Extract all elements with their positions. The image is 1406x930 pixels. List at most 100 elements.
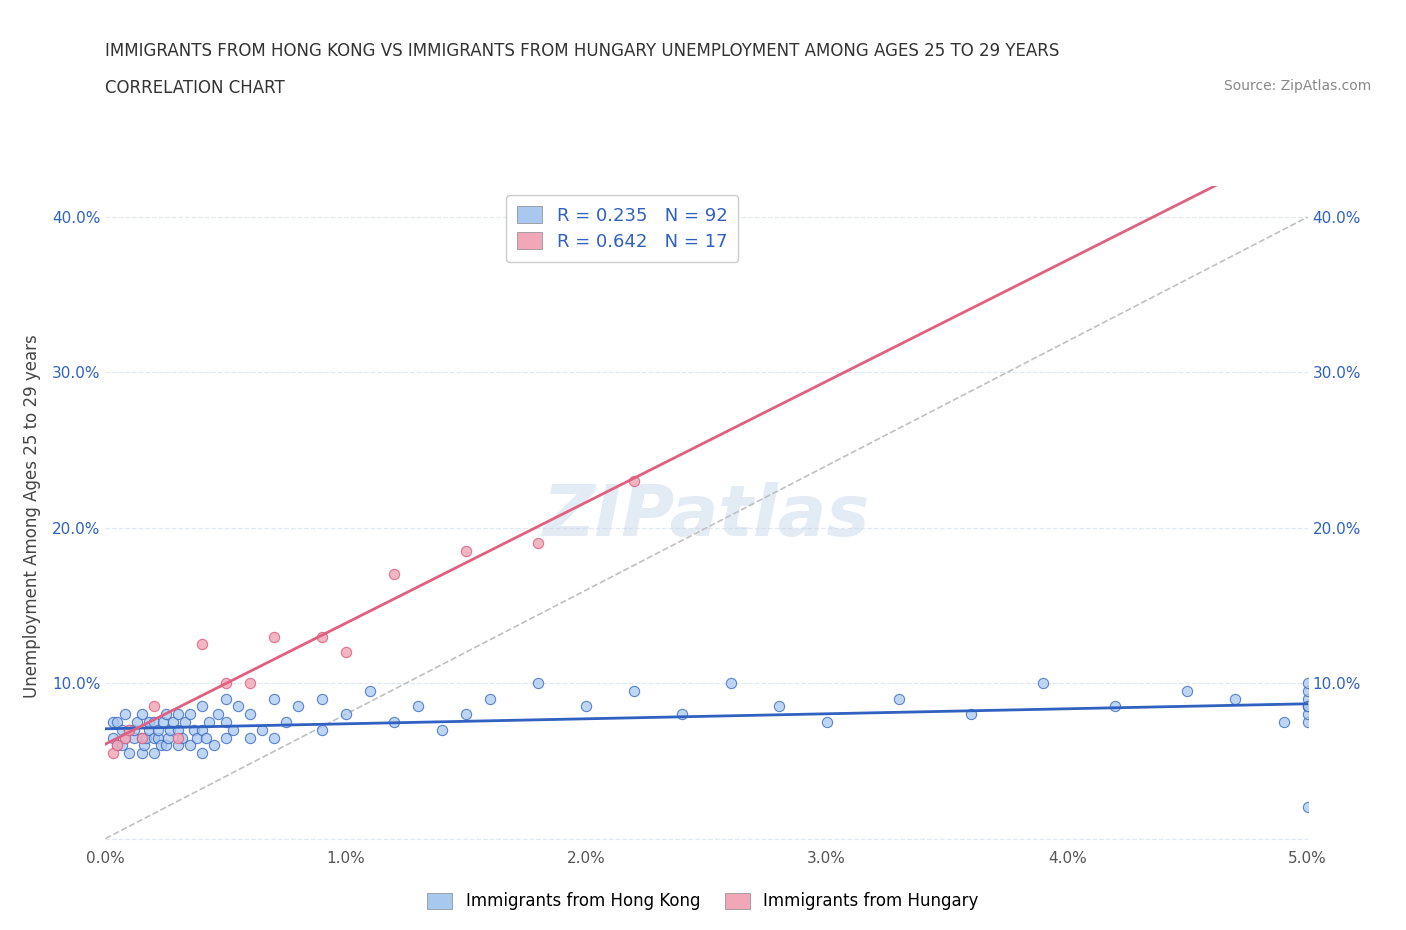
Point — [222, 723, 245, 737]
Point — [179, 737, 201, 752]
Point — [1104, 699, 1126, 714]
Point — [226, 699, 249, 714]
Point — [214, 676, 236, 691]
Point — [1272, 714, 1295, 729]
Point — [274, 714, 297, 729]
Point — [1296, 684, 1319, 698]
Point — [1296, 714, 1319, 729]
Point — [382, 567, 405, 582]
Point — [114, 730, 136, 745]
Point — [263, 730, 285, 745]
Point — [479, 691, 502, 706]
Point — [118, 746, 141, 761]
Point — [159, 723, 181, 737]
Point — [527, 536, 550, 551]
Point — [152, 714, 174, 729]
Point — [1296, 699, 1319, 714]
Point — [186, 730, 208, 745]
Point — [131, 707, 153, 722]
Point — [125, 714, 148, 729]
Point — [623, 684, 645, 698]
Point — [887, 691, 910, 706]
Point — [155, 707, 177, 722]
Point — [149, 737, 172, 752]
Point — [1296, 676, 1319, 691]
Point — [198, 714, 221, 729]
Point — [148, 730, 170, 745]
Point — [114, 730, 136, 745]
Point — [166, 707, 188, 722]
Point — [179, 707, 201, 722]
Point — [311, 629, 333, 644]
Point — [263, 629, 285, 644]
Point — [430, 723, 453, 737]
Point — [359, 684, 381, 698]
Point — [202, 737, 225, 752]
Text: Source: ZipAtlas.com: Source: ZipAtlas.com — [1223, 79, 1371, 93]
Point — [1296, 699, 1319, 714]
Point — [1296, 699, 1319, 714]
Point — [107, 737, 129, 752]
Point — [118, 723, 141, 737]
Point — [527, 676, 550, 691]
Point — [815, 714, 838, 729]
Point — [1032, 676, 1054, 691]
Point — [166, 730, 188, 745]
Point — [382, 714, 405, 729]
Point — [131, 730, 153, 745]
Point — [190, 637, 212, 652]
Point — [155, 737, 177, 752]
Point — [239, 707, 262, 722]
Point — [124, 730, 146, 745]
Point — [263, 691, 285, 706]
Point — [214, 730, 236, 745]
Point — [575, 699, 598, 714]
Y-axis label: Unemployment Among Ages 25 to 29 years: Unemployment Among Ages 25 to 29 years — [22, 334, 41, 698]
Point — [214, 691, 236, 706]
Point — [131, 730, 153, 745]
Point — [1296, 691, 1319, 706]
Point — [172, 730, 194, 745]
Point — [190, 699, 212, 714]
Point — [156, 730, 179, 745]
Point — [207, 707, 229, 722]
Point — [173, 714, 195, 729]
Point — [239, 730, 262, 745]
Point — [335, 644, 357, 659]
Point — [406, 699, 429, 714]
Point — [195, 730, 218, 745]
Point — [311, 691, 333, 706]
Point — [250, 723, 273, 737]
Point — [1296, 800, 1319, 815]
Point — [623, 473, 645, 488]
Text: IMMIGRANTS FROM HONG KONG VS IMMIGRANTS FROM HUNGARY UNEMPLOYMENT AMONG AGES 25 : IMMIGRANTS FROM HONG KONG VS IMMIGRANTS … — [105, 42, 1060, 60]
Point — [454, 707, 477, 722]
Point — [142, 746, 165, 761]
Point — [107, 737, 129, 752]
Point — [101, 714, 124, 729]
Point — [1175, 684, 1198, 698]
Point — [166, 723, 188, 737]
Text: ZIPatlas: ZIPatlas — [543, 482, 870, 551]
Point — [138, 723, 160, 737]
Point — [114, 707, 136, 722]
Text: CORRELATION CHART: CORRELATION CHART — [105, 79, 285, 97]
Point — [101, 746, 124, 761]
Point — [183, 723, 205, 737]
Point — [335, 707, 357, 722]
Point — [190, 723, 212, 737]
Point — [166, 737, 188, 752]
Point — [111, 737, 134, 752]
Point — [454, 544, 477, 559]
Point — [111, 723, 134, 737]
Point — [190, 746, 212, 761]
Point — [960, 707, 983, 722]
Point — [142, 730, 165, 745]
Point — [138, 714, 160, 729]
Point — [1225, 691, 1247, 706]
Point — [671, 707, 693, 722]
Point — [124, 723, 146, 737]
Point — [162, 714, 184, 729]
Point — [239, 676, 262, 691]
Point — [118, 723, 141, 737]
